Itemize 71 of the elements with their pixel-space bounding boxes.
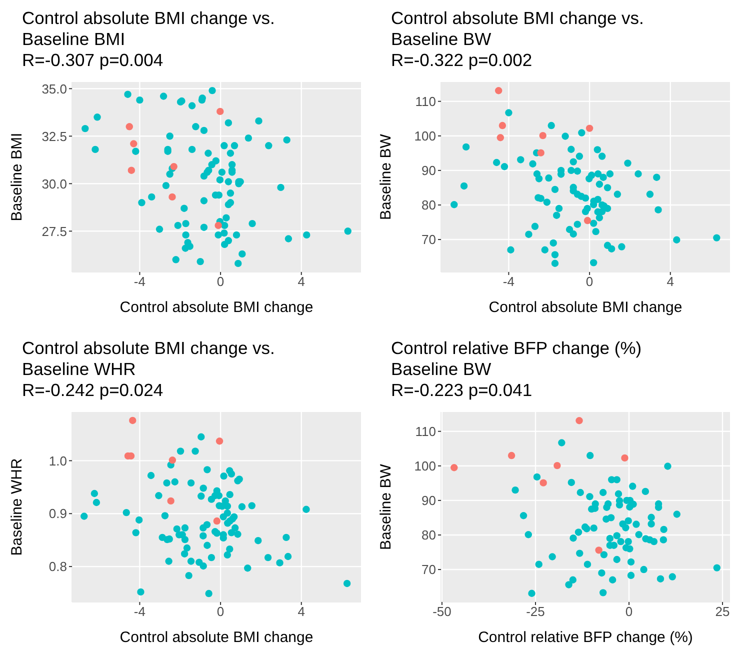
x-tick-label: -4 <box>134 274 146 290</box>
point <box>576 417 583 424</box>
x-axis-title: Control absolute BMI change <box>120 299 314 316</box>
x-tick-label: 0 <box>625 604 633 620</box>
y-tick-label: 90 <box>422 163 436 178</box>
point <box>167 497 174 505</box>
chart-subtitle: R=-0.223 p=0.041 <box>391 380 534 401</box>
x-tick-label: 0 <box>216 274 224 290</box>
point <box>216 108 224 116</box>
y-axis-title: Baseline WHR <box>8 458 26 556</box>
y-tick-label: 30.0 <box>42 176 67 192</box>
point <box>126 123 133 130</box>
point <box>498 122 506 130</box>
y-tick-label: 0.9 <box>48 506 67 522</box>
x-tick-label: 0 <box>586 274 594 290</box>
chart-subtitle: R=-0.242 p=0.024 <box>22 380 164 401</box>
y-tick-label: 100 <box>414 458 436 474</box>
point <box>539 132 546 140</box>
y-axis-title: Baseline BW <box>377 463 394 550</box>
y-tick-label: 35.0 <box>42 81 67 96</box>
x-tick-label: 0 <box>216 604 224 620</box>
y-tick-label: 1.0 <box>48 453 67 468</box>
point <box>214 222 222 230</box>
x-tick-label: -25 <box>526 604 545 620</box>
point <box>130 140 138 148</box>
x-tick-label: 25 <box>715 604 730 620</box>
point <box>584 216 592 224</box>
y-tick-label: 110 <box>415 424 436 439</box>
x-tick-label: 4 <box>666 274 674 290</box>
point <box>450 464 458 472</box>
x-tick-label: -50 <box>432 604 452 620</box>
point <box>216 438 224 445</box>
y-tick-label: 32.5 <box>42 128 67 144</box>
point <box>595 546 602 554</box>
point <box>128 166 136 174</box>
y-tick-label: 70 <box>422 232 436 248</box>
point <box>540 479 547 486</box>
chart-subtitle: R=-0.307 p=0.004 <box>22 50 164 71</box>
y-axis-title: Baseline BW <box>377 133 394 220</box>
point <box>554 462 561 470</box>
y-tick-label: 70 <box>422 562 436 578</box>
y-tick-label: 110 <box>415 94 436 109</box>
chart-title: Control absolute BMI change vs. Baseline BMI <box>22 8 276 50</box>
y-tick-label: 100 <box>414 128 436 144</box>
point <box>168 456 176 464</box>
point <box>621 454 628 462</box>
x-tick-label: -4 <box>502 274 514 290</box>
y-tick-label: 80 <box>422 528 436 543</box>
point <box>496 134 504 142</box>
y-tick-label: 0.8 <box>48 559 67 574</box>
point <box>508 452 516 460</box>
point <box>129 416 136 424</box>
chart-title: Control absolute BMI change vs. Baseline WHR <box>22 338 276 380</box>
x-tick-label: 4 <box>298 604 305 620</box>
point <box>213 517 221 525</box>
y-tick-label: 90 <box>422 493 436 508</box>
y-tick-label: 80 <box>422 198 436 213</box>
y-axis-title: Baseline BMI <box>8 132 26 222</box>
chart-subtitle: R=-0.322 p=0.002 <box>391 50 534 71</box>
x-axis-title: Control absolute BMI change <box>120 629 314 646</box>
chart-title: Control relative BFP change (%) Baseline BW <box>391 338 643 380</box>
point <box>168 193 176 201</box>
y-tick-label: 27.5 <box>42 224 67 239</box>
point <box>495 87 502 94</box>
x-axis-title: Control absolute BMI change <box>488 299 682 316</box>
point <box>537 149 544 156</box>
x-tick-label: -4 <box>134 604 146 620</box>
point <box>586 124 594 132</box>
x-tick-label: 4 <box>298 274 305 290</box>
chart-title: Control absolute BMI change vs. Baseline BW <box>391 8 645 50</box>
x-axis-title: Control relative BFP change (%) <box>478 629 693 646</box>
